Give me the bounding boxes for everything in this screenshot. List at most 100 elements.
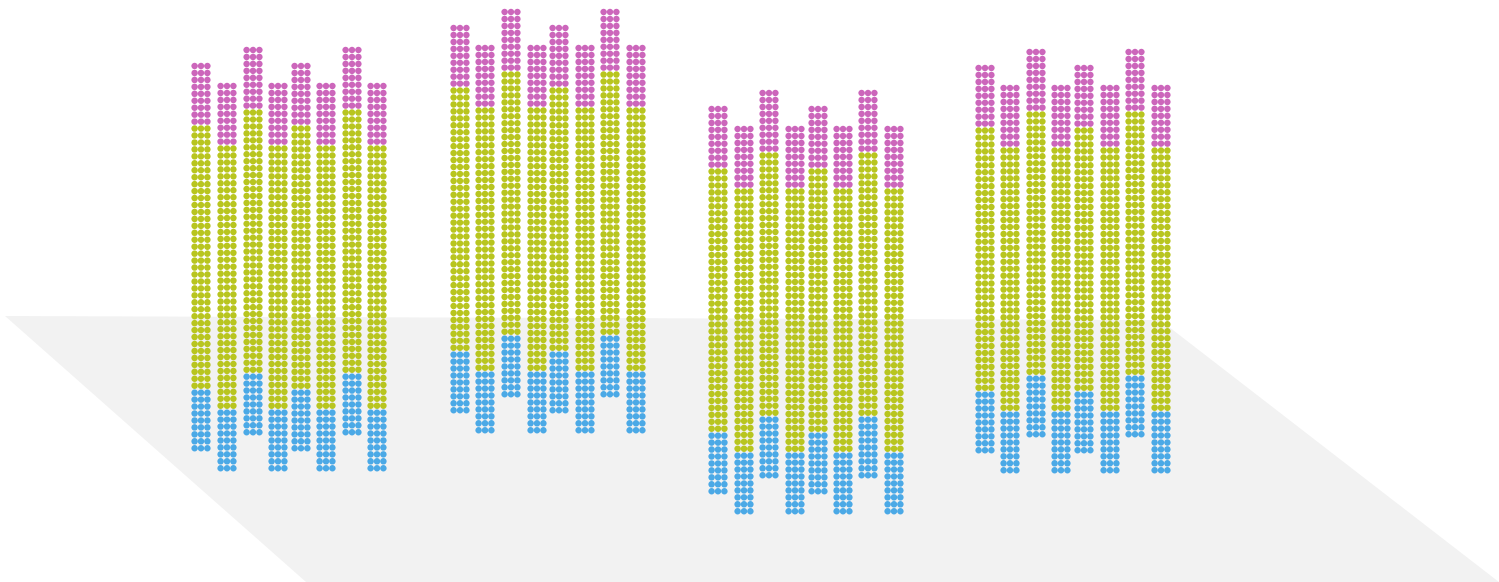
bottom-dot bbox=[1080, 440, 1088, 447]
top-dot bbox=[256, 53, 263, 61]
middle-dot bbox=[355, 276, 362, 283]
middle-dot bbox=[373, 166, 381, 173]
middle-dot bbox=[191, 146, 198, 153]
middle-dot bbox=[1013, 404, 1020, 411]
middle-dot bbox=[721, 335, 728, 342]
middle-dot bbox=[765, 207, 773, 215]
middle-dot bbox=[613, 119, 620, 127]
middle-dot bbox=[1039, 298, 1046, 306]
bottom-dot bbox=[527, 420, 534, 427]
middle-dot bbox=[981, 148, 989, 155]
middle-dot bbox=[1032, 139, 1040, 146]
middle-dot bbox=[481, 322, 489, 330]
middle-dot bbox=[884, 250, 891, 258]
middle-dot bbox=[808, 279, 815, 286]
top-dot bbox=[858, 89, 865, 97]
bottom-dot bbox=[217, 409, 224, 416]
top-dot bbox=[291, 111, 298, 118]
middle-dot bbox=[765, 256, 773, 264]
middle-dot bbox=[256, 192, 263, 200]
bottom-dot bbox=[858, 472, 865, 479]
middle-dot bbox=[562, 135, 569, 143]
top-dot bbox=[839, 132, 847, 140]
bottom-dot bbox=[791, 459, 799, 466]
middle-dot bbox=[1000, 175, 1007, 182]
middle-dot bbox=[230, 346, 237, 354]
middle-dot bbox=[316, 228, 323, 236]
bottom-dot bbox=[721, 439, 728, 446]
middle-dot bbox=[316, 374, 323, 382]
middle-dot bbox=[256, 262, 263, 269]
middle-dot bbox=[1080, 148, 1088, 155]
middle-dot bbox=[249, 262, 257, 269]
bottom-dot bbox=[540, 427, 547, 434]
middle-dot bbox=[765, 270, 773, 277]
middle-dot bbox=[243, 338, 250, 346]
middle-dot bbox=[256, 171, 263, 179]
dot-column bbox=[501, 8, 521, 398]
bottom-dot bbox=[890, 508, 898, 515]
middle-dot bbox=[533, 135, 541, 142]
top-dot bbox=[322, 110, 330, 118]
middle-dot bbox=[1074, 203, 1081, 211]
top-dot bbox=[897, 139, 904, 147]
middle-dot bbox=[833, 243, 840, 251]
middle-dot bbox=[1013, 161, 1020, 168]
middle-dot bbox=[1039, 285, 1046, 292]
bottom-dot bbox=[864, 465, 872, 472]
bottom-dot bbox=[373, 444, 381, 451]
middle-dot bbox=[988, 294, 995, 301]
middle-dot bbox=[463, 184, 470, 192]
top-dot bbox=[456, 80, 464, 87]
middle-dot bbox=[533, 253, 541, 260]
middle-dot bbox=[304, 222, 311, 230]
bottom-dot bbox=[329, 451, 336, 458]
middle-dot bbox=[217, 166, 224, 173]
middle-dot bbox=[291, 326, 298, 334]
middle-dot bbox=[1006, 355, 1014, 363]
top-dot bbox=[342, 67, 349, 75]
top-dot bbox=[871, 131, 878, 138]
bottom-dot bbox=[355, 394, 362, 401]
middle-dot bbox=[488, 274, 495, 281]
middle-dot bbox=[514, 147, 521, 155]
middle-dot bbox=[988, 377, 995, 384]
bottom-dot bbox=[765, 465, 773, 472]
middle-dot bbox=[475, 190, 482, 198]
middle-dot bbox=[555, 254, 563, 261]
middle-dot bbox=[268, 360, 275, 368]
bottom-dot bbox=[897, 501, 904, 508]
middle-dot bbox=[1032, 305, 1040, 313]
middle-dot bbox=[632, 211, 640, 219]
middle-dot bbox=[342, 192, 349, 200]
middle-dot bbox=[1026, 159, 1033, 167]
middle-dot bbox=[450, 149, 457, 157]
middle-dot bbox=[256, 130, 263, 137]
bottom-dot bbox=[223, 430, 231, 437]
middle-dot bbox=[846, 195, 853, 202]
middle-dot bbox=[1039, 215, 1046, 223]
middle-dot bbox=[740, 292, 748, 300]
bottom-dot bbox=[1013, 467, 1020, 474]
middle-dot bbox=[507, 189, 515, 196]
bottom-dot bbox=[747, 501, 754, 508]
bottom-dot bbox=[197, 410, 205, 417]
middle-dot bbox=[890, 292, 898, 300]
middle-dot bbox=[373, 388, 381, 396]
top-dot bbox=[316, 82, 323, 90]
middle-dot bbox=[291, 333, 298, 341]
middle-dot bbox=[821, 300, 828, 307]
middle-dot bbox=[367, 332, 374, 340]
top-dot bbox=[373, 103, 381, 111]
top-dot bbox=[1074, 99, 1081, 106]
middle-dot bbox=[1074, 363, 1081, 371]
bottom-dot bbox=[268, 437, 275, 444]
middle-dot bbox=[274, 277, 282, 284]
top-dot bbox=[1100, 112, 1107, 120]
middle-dot bbox=[734, 341, 741, 348]
middle-dot bbox=[1051, 383, 1058, 391]
top-dot bbox=[380, 138, 387, 145]
bottom-dot bbox=[871, 451, 878, 458]
middle-dot bbox=[814, 390, 822, 398]
middle-dot bbox=[1026, 208, 1033, 216]
